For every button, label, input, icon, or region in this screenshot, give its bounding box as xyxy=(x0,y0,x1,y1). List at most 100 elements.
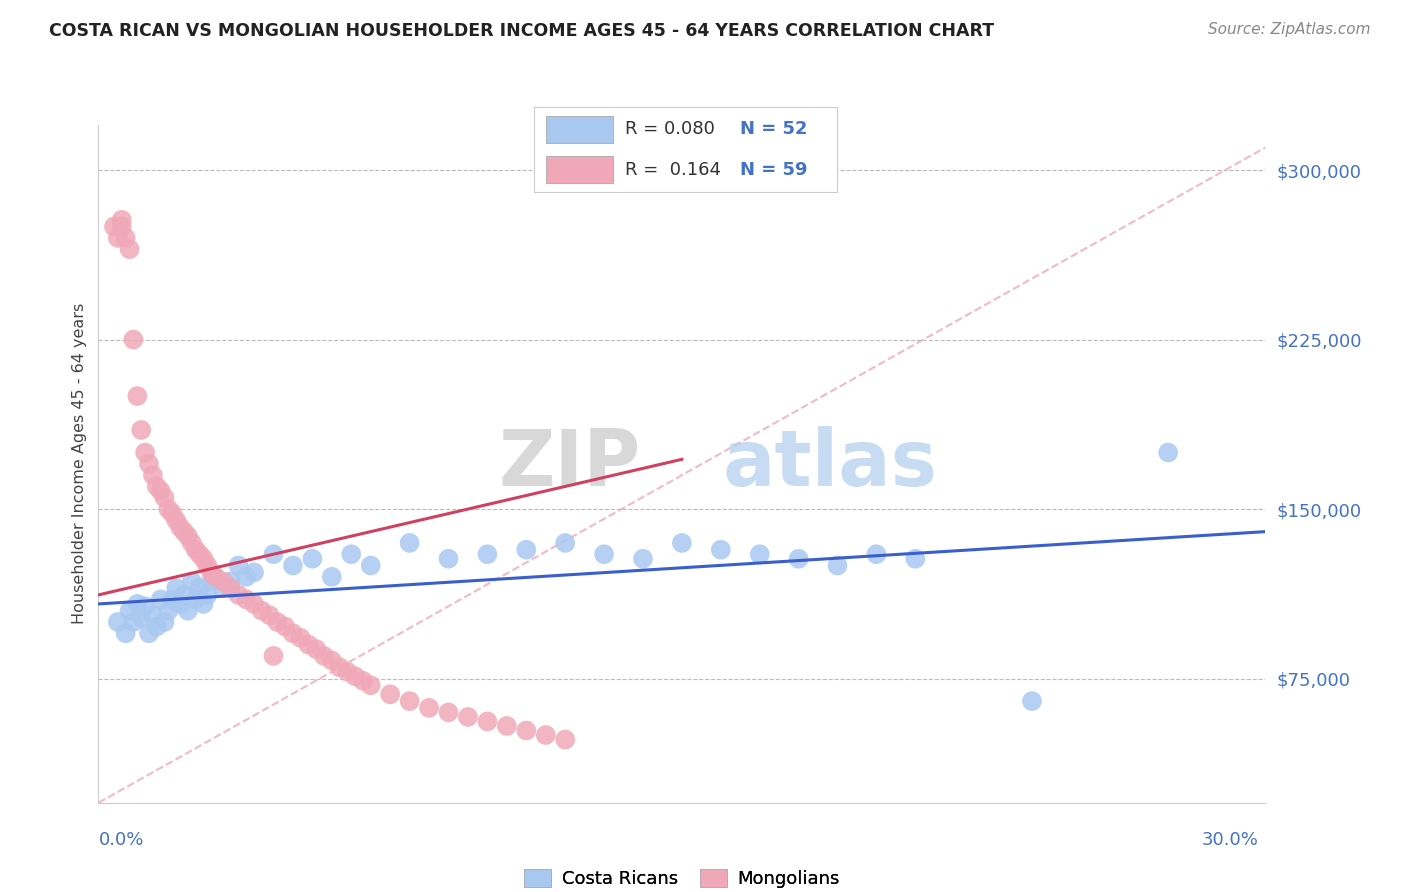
Point xyxy=(336,665,359,679)
Text: ZIP: ZIP xyxy=(499,425,641,502)
Point xyxy=(1157,445,1180,459)
Point xyxy=(297,638,319,652)
Point xyxy=(305,642,328,657)
Text: R = 0.080: R = 0.080 xyxy=(624,120,714,138)
Point xyxy=(710,542,733,557)
Point xyxy=(193,597,215,611)
Point xyxy=(321,653,343,667)
Point xyxy=(228,588,250,602)
Point xyxy=(360,558,382,573)
Point xyxy=(1021,694,1043,708)
FancyBboxPatch shape xyxy=(547,116,613,143)
Point xyxy=(146,619,169,633)
Point xyxy=(748,547,770,561)
Point xyxy=(200,574,222,589)
Point xyxy=(787,551,810,566)
Point xyxy=(157,604,180,618)
Point xyxy=(243,566,266,580)
Point xyxy=(129,610,152,624)
Point xyxy=(118,604,141,618)
Point xyxy=(865,547,887,561)
Text: 30.0%: 30.0% xyxy=(1202,831,1258,849)
Point xyxy=(281,558,304,573)
Point xyxy=(195,588,218,602)
Point xyxy=(477,714,499,729)
Text: N = 59: N = 59 xyxy=(740,161,807,178)
Point xyxy=(184,542,207,557)
Point xyxy=(193,551,215,566)
Point xyxy=(329,660,352,674)
Point xyxy=(162,592,184,607)
Point xyxy=(138,457,160,471)
Point xyxy=(515,723,537,738)
Point xyxy=(188,547,211,561)
Point xyxy=(111,212,134,227)
Legend: Costa Ricans, Mongolians: Costa Ricans, Mongolians xyxy=(516,862,848,892)
Point xyxy=(134,599,156,614)
Point xyxy=(301,551,323,566)
Point xyxy=(180,574,202,589)
Point xyxy=(398,694,420,708)
Point xyxy=(165,513,187,527)
Point xyxy=(177,529,200,543)
Point xyxy=(631,551,654,566)
Point xyxy=(169,520,191,534)
Point xyxy=(378,687,402,701)
Point xyxy=(281,626,304,640)
Point xyxy=(107,615,129,629)
Point xyxy=(274,619,297,633)
Point xyxy=(904,551,927,566)
Text: N = 52: N = 52 xyxy=(740,120,807,138)
Point xyxy=(138,626,160,640)
Point xyxy=(418,701,440,715)
Point xyxy=(204,570,226,584)
Point xyxy=(259,608,281,623)
Point xyxy=(118,242,141,256)
Point xyxy=(177,604,200,618)
Point xyxy=(495,719,517,733)
Point xyxy=(219,574,242,589)
Point xyxy=(312,648,335,663)
Point xyxy=(157,502,180,516)
Point xyxy=(352,673,374,688)
Point xyxy=(235,592,257,607)
FancyBboxPatch shape xyxy=(547,156,613,183)
Point xyxy=(129,423,152,437)
Point xyxy=(173,524,195,539)
Point xyxy=(188,581,211,595)
Point xyxy=(398,536,420,550)
Point xyxy=(228,558,250,573)
Point xyxy=(149,592,172,607)
Point xyxy=(515,542,537,557)
Point xyxy=(114,626,136,640)
Point xyxy=(827,558,849,573)
Point xyxy=(321,570,343,584)
Point xyxy=(212,574,235,589)
Point xyxy=(200,566,222,580)
Point xyxy=(180,536,202,550)
Point xyxy=(173,588,195,602)
Text: atlas: atlas xyxy=(723,425,938,502)
Point xyxy=(122,615,145,629)
Point xyxy=(212,581,235,595)
Point xyxy=(437,706,460,720)
Point xyxy=(262,547,284,561)
Text: Source: ZipAtlas.com: Source: ZipAtlas.com xyxy=(1208,22,1371,37)
Point xyxy=(344,669,367,683)
Point xyxy=(165,581,187,595)
Point xyxy=(340,547,363,561)
Point xyxy=(360,678,382,692)
Point xyxy=(114,231,136,245)
Point xyxy=(534,728,557,742)
Point xyxy=(127,389,149,403)
Point xyxy=(266,615,288,629)
Y-axis label: Householder Income Ages 45 - 64 years: Householder Income Ages 45 - 64 years xyxy=(72,303,87,624)
Point xyxy=(169,597,191,611)
Point xyxy=(149,483,172,498)
Point xyxy=(111,219,134,234)
Point xyxy=(142,608,165,623)
Point xyxy=(477,547,499,561)
Point xyxy=(153,491,176,505)
Point xyxy=(162,507,184,521)
Point xyxy=(195,558,218,573)
